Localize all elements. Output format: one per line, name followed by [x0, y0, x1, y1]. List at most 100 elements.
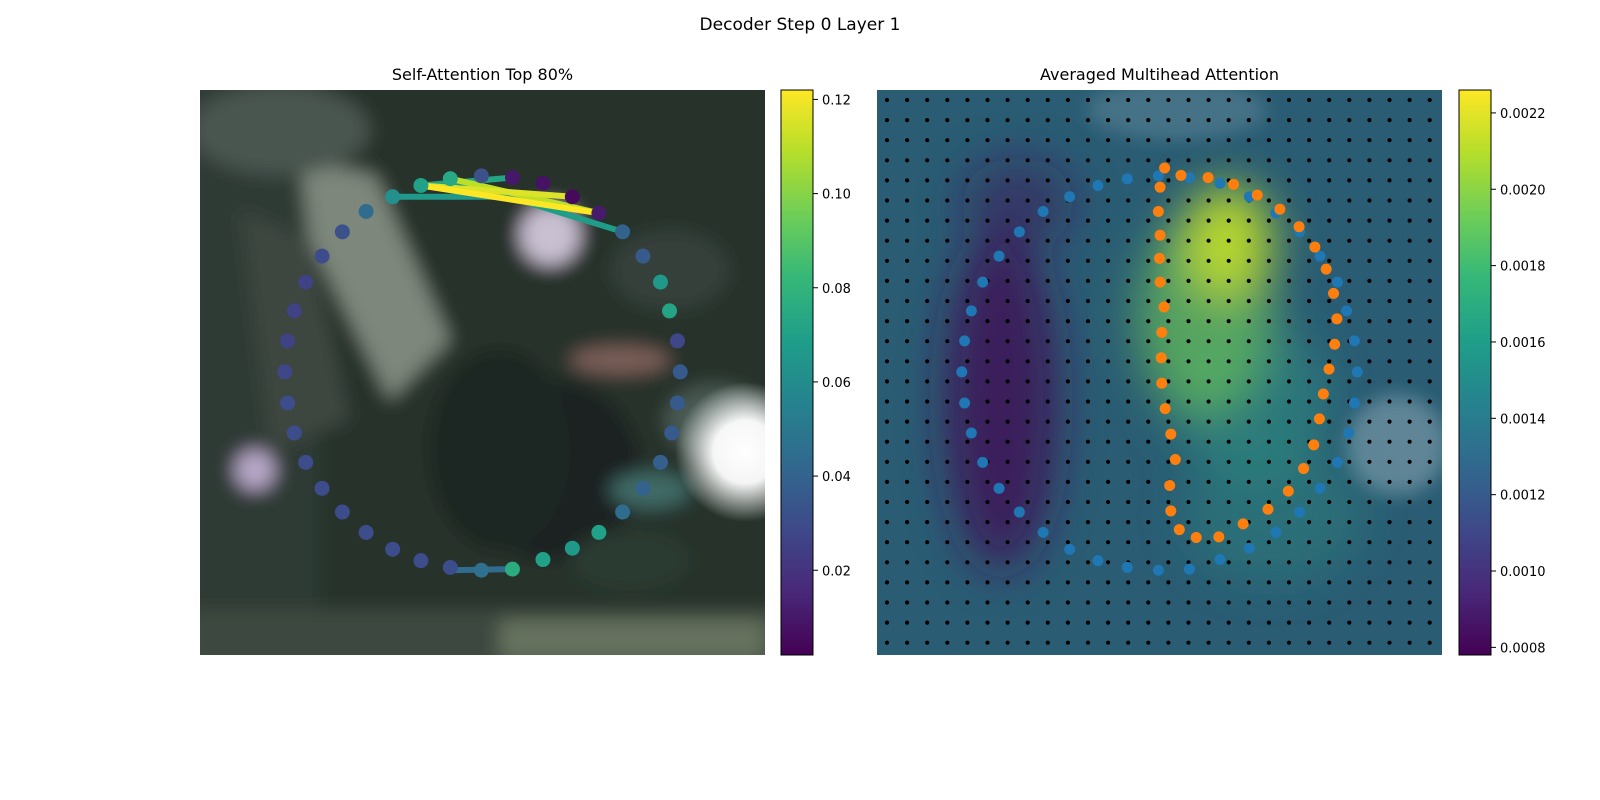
grid-point: [1146, 620, 1151, 625]
grid-point: [1166, 499, 1171, 505]
grid-point: [1246, 560, 1251, 565]
grid-point: [1367, 540, 1372, 545]
grid-point: [1186, 319, 1191, 324]
grid-point: [1206, 359, 1211, 364]
blue-contour-point: [1183, 563, 1195, 575]
grid-point: [1387, 359, 1392, 364]
grid-point: [1025, 198, 1030, 203]
grid-point: [1065, 600, 1070, 605]
grid-point: [884, 198, 890, 203]
grid-point: [1286, 218, 1292, 223]
grid-point: [1266, 560, 1271, 565]
grid-point: [1126, 278, 1131, 283]
grid-point: [1387, 520, 1392, 525]
grid-point: [884, 520, 890, 525]
grid-point: [1126, 520, 1131, 525]
blue-contour-point: [965, 427, 977, 439]
grid-point: [884, 238, 890, 243]
grid-point: [1226, 520, 1231, 525]
grid-point: [1387, 499, 1392, 505]
grid-point: [965, 178, 970, 183]
grid-point: [1266, 439, 1271, 444]
colorbar-tick-label: 0.06: [822, 376, 851, 391]
grid-point: [1286, 138, 1292, 143]
grid-point: [1367, 479, 1372, 484]
grid-point: [1085, 278, 1091, 283]
grid-point: [1427, 97, 1432, 103]
attention-edge: [417, 182, 602, 217]
grid-point: [1005, 97, 1010, 103]
grid-point: [1387, 339, 1392, 344]
attention-point: [615, 224, 631, 240]
grid-point: [884, 600, 890, 605]
grid-point: [1146, 359, 1151, 364]
grid-point: [1407, 399, 1412, 404]
colorbar-tick-label: 0.0016: [1500, 336, 1546, 351]
grid-point: [1246, 600, 1251, 605]
attention-point: [591, 205, 607, 221]
blue-contour-point: [977, 456, 989, 468]
grid-point: [1286, 379, 1292, 384]
grid-point: [1387, 298, 1392, 304]
grid-point: [1106, 278, 1111, 283]
grid-point: [985, 439, 990, 444]
grid-point: [1307, 499, 1312, 505]
grid-point: [1226, 640, 1231, 645]
grid-point: [1407, 439, 1412, 444]
self-attention-colorbar: 0.02 0.04 0.06 0.08 0.10 0.12: [780, 89, 851, 656]
blue-contour-point: [1348, 397, 1360, 409]
grid-point: [965, 198, 970, 203]
grid-point: [1045, 339, 1050, 344]
grid-point: [1126, 620, 1131, 625]
orange-contour-point: [1251, 189, 1263, 201]
grid-point: [1307, 238, 1312, 243]
grid-point: [1266, 580, 1271, 585]
grid-point: [905, 198, 910, 203]
grid-point: [985, 319, 990, 324]
grid-point: [1085, 419, 1091, 424]
grid-point: [1065, 640, 1070, 645]
multihead-attention-colorbar: 0.0008 0.0010 0.0012 0.0014 0.0016 0.0018 0.00…: [1458, 89, 1546, 656]
grid-point: [1166, 520, 1171, 525]
grid-point: [1367, 379, 1372, 384]
grid-point: [1307, 218, 1312, 223]
grid-point: [925, 419, 930, 424]
grid-point: [1146, 459, 1151, 464]
grid-point: [965, 600, 970, 605]
grid-point: [1226, 439, 1231, 444]
grid-point: [1206, 258, 1211, 263]
grid-point: [1106, 479, 1111, 484]
grid-point: [1407, 560, 1412, 565]
grid-point: [925, 218, 930, 223]
grid-point: [1246, 339, 1251, 344]
attention-point: [662, 303, 678, 319]
grid-point: [1025, 540, 1030, 545]
grid-point: [1246, 118, 1251, 123]
grid-point: [1327, 178, 1332, 183]
grid-point: [1367, 640, 1372, 645]
grid-point: [1327, 359, 1332, 364]
grid-point: [1166, 298, 1171, 304]
grid-point: [965, 560, 970, 565]
grid-point: [1226, 459, 1231, 464]
grid-point: [1166, 258, 1171, 263]
grid-point: [1347, 540, 1352, 545]
grid-point: [1307, 319, 1312, 324]
grid-point: [1025, 479, 1030, 484]
grid-point: [1367, 419, 1372, 424]
grid-point: [1085, 198, 1091, 203]
attention-point: [413, 177, 429, 193]
grid-point: [1327, 278, 1332, 283]
orange-contour-point: [1165, 505, 1177, 517]
grid-point: [1045, 298, 1050, 304]
grid-point: [1347, 439, 1352, 444]
grid-point: [1286, 178, 1292, 183]
grid-point: [1427, 399, 1432, 404]
grid-point: [1146, 238, 1151, 243]
blue-contour-point: [1343, 427, 1355, 439]
grid-point: [1166, 218, 1171, 223]
grid-point: [925, 278, 930, 283]
grid-point: [1106, 499, 1111, 505]
grid-point: [1246, 178, 1251, 183]
grid-point: [1307, 560, 1312, 565]
